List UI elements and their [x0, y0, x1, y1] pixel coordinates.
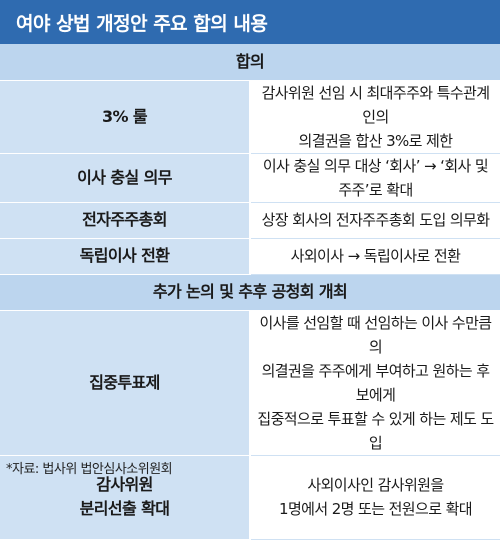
row-content: 상장 회사의 전자주주총회 도입 의무화 — [250, 202, 500, 239]
content-line: 사외이사인 감사위원을 — [307, 476, 444, 494]
row-content: 사외이사 → 독립이사로 전환 — [250, 238, 500, 275]
row-label: 집중투표제 — [0, 310, 251, 456]
page-title: 여야 상법 개정안 주요 합의 내용 — [0, 0, 500, 44]
row-label: 전자주주총회 — [0, 202, 251, 239]
content-line: 집중적으로 투표할 수 있게 하는 제도 도입 — [257, 409, 494, 452]
source-note: *자료: 법사위 법안심사소위원회 — [6, 462, 173, 477]
row-content: 이사 충실 의무 대상 ‘회사’ → ‘회사 및 주주’로 확대 — [250, 153, 500, 203]
row-label: 3% 룰 — [0, 80, 251, 154]
section-header-row: 합의 — [0, 44, 500, 81]
row-content: 사외이사인 감사위원을 1명에서 2명 또는 전원으로 확대 — [250, 455, 500, 540]
agreement-table: 합의 3% 룰 감사위원 선임 시 최대주주와 특수관계인의 의결권을 합산 3… — [0, 44, 500, 540]
row-content: 이사를 선임할 때 선임하는 이사 수만큼의 의결권을 주주에게 부여하고 원하… — [250, 310, 500, 456]
table-row: 이사 충실 의무 이사 충실 의무 대상 ‘회사’ → ‘회사 및 주주’로 확… — [0, 153, 500, 203]
section-header-agreed: 합의 — [0, 44, 500, 81]
row-label: 독립이사 전환 — [0, 238, 251, 275]
table-row: 집중투표제 이사를 선임할 때 선임하는 이사 수만큼의 의결권을 주주에게 부… — [0, 310, 500, 456]
content-line: 사외이사 → 독립이사로 전환 — [290, 247, 461, 265]
content-line: 1명에서 2명 또는 전원으로 확대 — [279, 500, 473, 518]
content-line: 상장 회사의 전자주주총회 도입 의무화 — [261, 211, 490, 229]
content-line: 감사위원 선임 시 최대주주와 특수관계인의 — [261, 83, 490, 126]
table-row: 전자주주총회 상장 회사의 전자주주총회 도입 의무화 — [0, 202, 500, 239]
content-line: 의결권을 합산 3%로 제한 — [298, 131, 454, 150]
label-line: 감사위원 — [96, 475, 153, 494]
content-line: 의결권을 주주에게 부여하고 원하는 후보에게 — [261, 361, 490, 404]
row-content: 감사위원 선임 시 최대주주와 특수관계인의 의결권을 합산 3%로 제한 — [250, 80, 500, 154]
section-header-row: 추가 논의 및 추후 공청회 개최 — [0, 274, 500, 311]
row-label: 이사 충실 의무 — [0, 153, 251, 203]
content-line: 이사 충실 의무 대상 ‘회사’ → ‘회사 및 주주’로 확대 — [262, 156, 489, 199]
content-line: 이사를 선임할 때 선임하는 이사 수만큼의 — [259, 313, 492, 356]
table-row: 3% 룰 감사위원 선임 시 최대주주와 특수관계인의 의결권을 합산 3%로 … — [0, 80, 500, 154]
table-row: 독립이사 전환 사외이사 → 독립이사로 전환 — [0, 238, 500, 275]
label-line: 분리선출 확대 — [79, 499, 170, 518]
section-header-further-discussion: 추가 논의 및 추후 공청회 개최 — [0, 274, 500, 311]
